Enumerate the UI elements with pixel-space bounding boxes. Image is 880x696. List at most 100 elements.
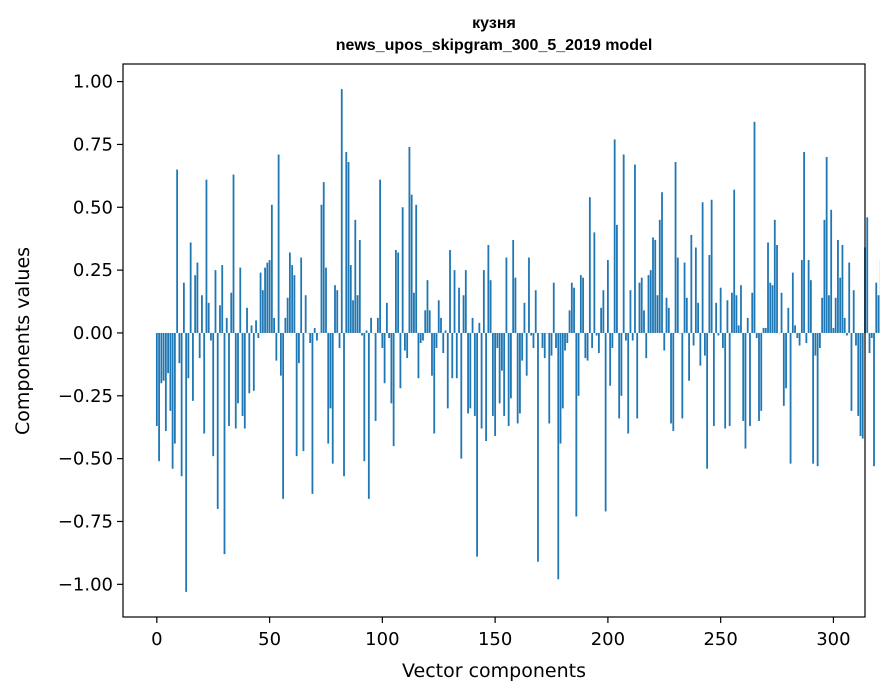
bar xyxy=(476,332,478,557)
bar xyxy=(828,295,830,333)
bar xyxy=(431,332,433,376)
bar xyxy=(169,332,172,411)
bar xyxy=(688,332,690,381)
bar xyxy=(243,332,246,429)
bar xyxy=(825,157,828,333)
bar xyxy=(676,257,679,333)
bar xyxy=(604,332,607,512)
bar xyxy=(622,154,625,333)
bar xyxy=(510,332,512,399)
bar xyxy=(230,292,233,333)
bar xyxy=(791,272,794,333)
bar xyxy=(241,332,244,416)
bar xyxy=(794,325,796,333)
bar xyxy=(818,332,821,349)
bar xyxy=(207,302,210,333)
bar xyxy=(809,280,812,333)
bar xyxy=(672,332,675,431)
bar xyxy=(595,332,598,336)
bar xyxy=(534,290,537,333)
bar xyxy=(744,332,747,449)
bar xyxy=(313,327,316,333)
bar xyxy=(742,332,745,421)
bar xyxy=(381,332,384,349)
bar xyxy=(225,317,228,333)
bar xyxy=(304,295,307,333)
bar xyxy=(814,332,817,356)
bar xyxy=(239,267,242,333)
bar xyxy=(482,270,485,333)
bar xyxy=(532,332,535,349)
y-axis-ticks: 1.00 0.75 0.50 0.25 0.00 −0.25 −0.50 −0.75 −1.00 xyxy=(58,72,123,595)
bar xyxy=(160,332,163,384)
bar xyxy=(394,250,397,333)
bar xyxy=(821,297,824,333)
bar xyxy=(496,332,499,349)
bar xyxy=(232,174,235,333)
bar xyxy=(796,332,799,338)
y-tick-label: −0.50 xyxy=(58,449,113,470)
bar xyxy=(570,282,573,333)
bar xyxy=(767,242,769,333)
bar xyxy=(212,332,215,457)
bar xyxy=(302,332,305,452)
bar xyxy=(710,199,713,333)
bar xyxy=(559,332,562,444)
bar xyxy=(196,262,199,333)
bar xyxy=(173,332,176,444)
bar xyxy=(618,332,621,419)
y-tick-label: 0.00 xyxy=(73,323,113,344)
bar xyxy=(850,332,853,411)
bars-group xyxy=(155,89,880,592)
bar xyxy=(392,332,395,447)
bar xyxy=(805,332,808,344)
y-tick-label: −1.00 xyxy=(58,574,113,595)
bar xyxy=(868,332,871,354)
bar xyxy=(674,162,677,333)
bar xyxy=(334,285,336,333)
bar xyxy=(203,332,206,434)
bar xyxy=(228,332,230,426)
bar xyxy=(210,332,212,341)
bar xyxy=(261,290,264,333)
bar xyxy=(349,265,352,333)
bar xyxy=(816,332,819,467)
bar xyxy=(284,317,287,333)
bar xyxy=(758,332,760,421)
bar xyxy=(388,332,391,338)
bar xyxy=(198,332,201,359)
bar xyxy=(832,327,835,333)
bar xyxy=(390,332,393,404)
bar xyxy=(489,280,492,333)
bar xyxy=(848,262,851,333)
bar xyxy=(219,305,221,333)
x-axis-title: Vector components xyxy=(402,660,586,682)
bar xyxy=(494,332,497,437)
bar xyxy=(216,332,219,509)
bar xyxy=(785,332,787,389)
bar xyxy=(712,332,715,426)
bar xyxy=(877,295,880,333)
x-tick-label: 200 xyxy=(591,629,625,650)
bar xyxy=(182,282,185,333)
bar xyxy=(336,290,339,333)
bar xyxy=(410,194,413,333)
bar xyxy=(715,302,718,333)
bar xyxy=(555,332,557,349)
y-axis-title: Components values xyxy=(12,247,34,435)
bar xyxy=(329,332,332,409)
bar xyxy=(491,332,494,416)
bar xyxy=(645,332,648,359)
bar xyxy=(582,277,584,333)
bar xyxy=(769,282,772,333)
bar xyxy=(652,237,654,333)
bar xyxy=(602,290,605,333)
chart-title-line1: кузня xyxy=(472,15,516,32)
bar xyxy=(158,332,160,462)
bar xyxy=(266,262,269,333)
bar xyxy=(749,332,751,426)
bar xyxy=(171,332,174,469)
bar xyxy=(480,332,483,429)
bar xyxy=(413,292,415,333)
bar xyxy=(543,332,546,359)
